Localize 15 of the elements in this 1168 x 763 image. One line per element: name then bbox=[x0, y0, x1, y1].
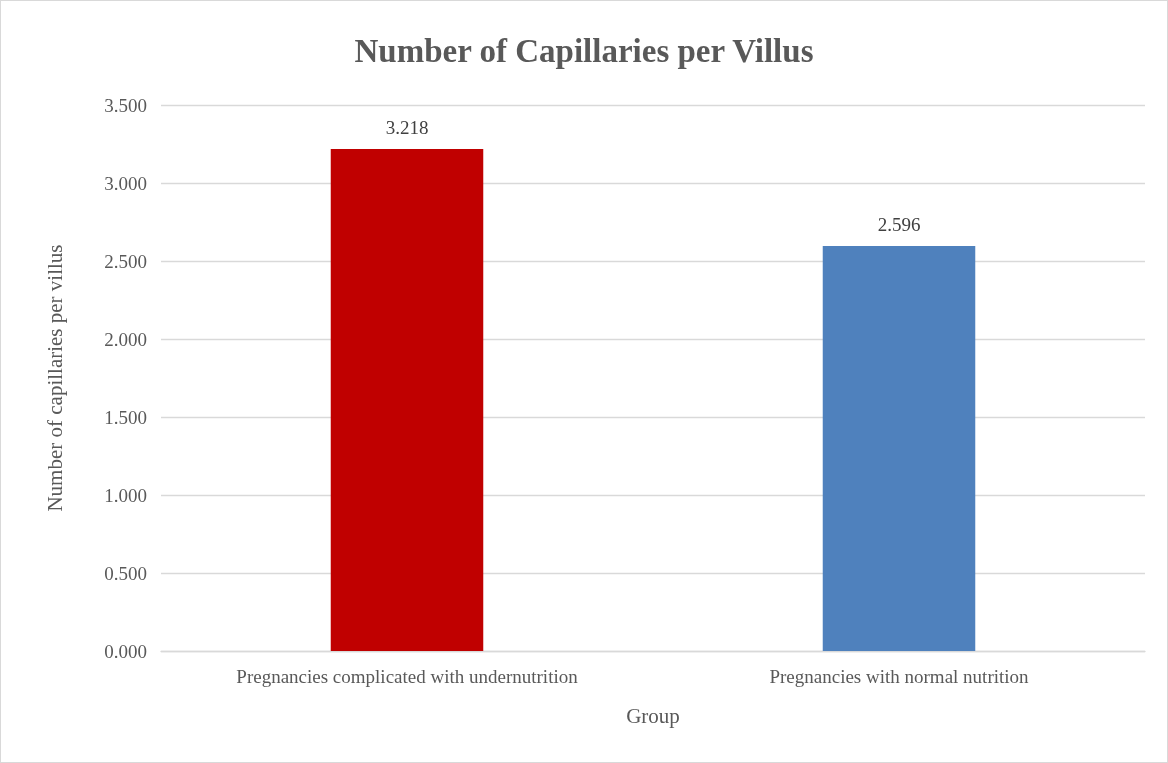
y-tick-label: 1.500 bbox=[104, 406, 147, 428]
y-axis-title: Number of capillaries per villus bbox=[42, 244, 67, 512]
y-tick-label: 0.500 bbox=[104, 562, 147, 584]
y-tick-label: 3.500 bbox=[104, 94, 147, 116]
y-tick-label: 0.000 bbox=[104, 640, 147, 662]
chart-title: Number of Capillaries per Villus bbox=[354, 32, 814, 69]
y-tick-label: 1.000 bbox=[104, 484, 147, 506]
x-axis-title: Group bbox=[626, 703, 680, 728]
data-label: 3.218 bbox=[385, 116, 429, 138]
y-tick-label: 2.000 bbox=[104, 328, 147, 350]
y-tick-label: 2.500 bbox=[104, 250, 147, 272]
x-tick-label: Pregnancies complicated with undernutrition bbox=[236, 666, 579, 687]
y-tick-label: 3.000 bbox=[104, 172, 147, 194]
x-tick-label: Pregnancies with normal nutrition bbox=[769, 666, 1030, 687]
data-label: 2.596 bbox=[877, 214, 921, 236]
